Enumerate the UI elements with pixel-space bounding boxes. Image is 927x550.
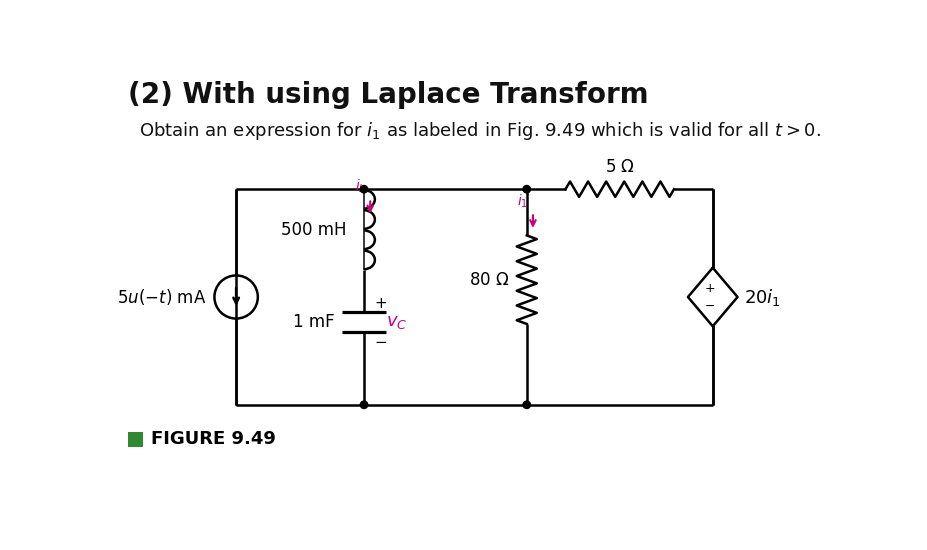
FancyBboxPatch shape xyxy=(128,432,143,447)
Text: $v_C$: $v_C$ xyxy=(386,313,407,331)
Text: −: − xyxy=(375,335,387,350)
Circle shape xyxy=(360,185,367,193)
Text: 5 $\Omega$: 5 $\Omega$ xyxy=(604,158,634,176)
Text: 1 mF: 1 mF xyxy=(293,313,335,331)
Text: −: − xyxy=(704,300,714,313)
Text: +: + xyxy=(704,282,714,295)
Text: $5u(-t)$ mA: $5u(-t)$ mA xyxy=(118,287,207,307)
Text: 500 mH: 500 mH xyxy=(281,221,347,239)
Text: $i_1$: $i_1$ xyxy=(516,192,527,210)
Circle shape xyxy=(523,185,530,193)
Circle shape xyxy=(360,401,367,409)
Text: $i_L$: $i_L$ xyxy=(354,178,365,195)
Polygon shape xyxy=(687,268,737,326)
Text: +: + xyxy=(375,296,387,311)
Text: $20i_1$: $20i_1$ xyxy=(743,287,780,307)
Text: (2) With using Laplace Transform: (2) With using Laplace Transform xyxy=(128,81,648,109)
Text: 80 $\Omega$: 80 $\Omega$ xyxy=(469,271,509,289)
Text: FIGURE 9.49: FIGURE 9.49 xyxy=(151,431,275,448)
Circle shape xyxy=(523,401,530,409)
Text: Obtain an expression for $i_1$ as labeled in Fig. 9.49 which is valid for all $t: Obtain an expression for $i_1$ as labele… xyxy=(139,120,820,142)
